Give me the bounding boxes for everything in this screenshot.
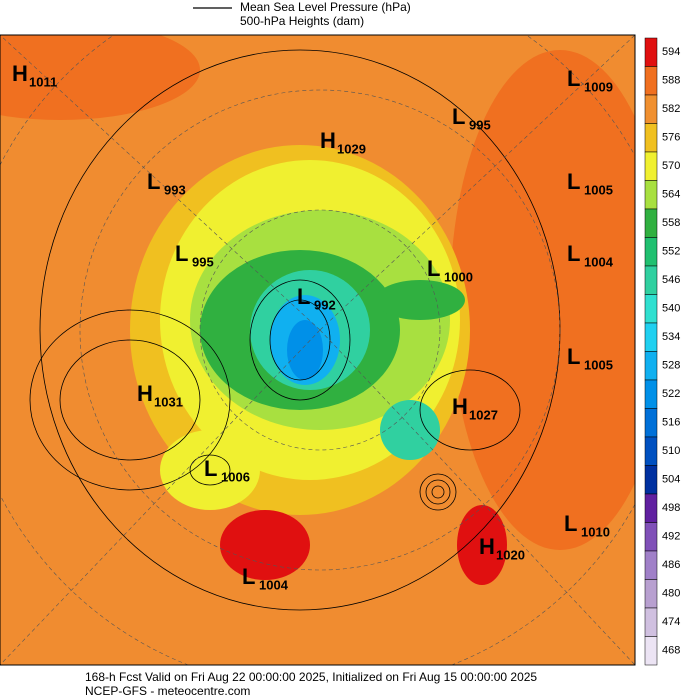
footer-text: NCEP-GFS - meteocentre.com [85,684,250,698]
colorbar-swatch [644,579,658,609]
center-letter: H [479,534,495,559]
colorbar-swatch [644,123,658,153]
colorbar-label: 522 [662,388,680,400]
center-value: 1004 [584,254,614,269]
center-value: 1005 [584,182,613,197]
colorbar-label: 498 [662,502,680,514]
colorbar-label: 480 [662,588,680,600]
colorbar-label: 552 [662,246,680,258]
center-value: 995 [469,117,491,132]
center-value: 1005 [584,357,613,372]
colorbar-label: 534 [662,331,680,343]
center-value: 993 [164,182,186,197]
colorbar-label: 582 [662,103,680,115]
colorbar-label: 510 [662,445,680,457]
center-letter: L [567,66,580,91]
colorbar-label: 558 [662,217,680,229]
colorbar-swatch [644,265,658,295]
center-letter: L [564,511,577,536]
colorbar-swatch [644,322,658,352]
center-value: 1000 [444,269,473,284]
colorbar-label: 594 [662,46,680,58]
colorbar-swatch [644,180,658,210]
colorbar-swatch [644,151,658,181]
colorbar-swatch [644,465,658,495]
colorbar-label: 540 [662,303,680,315]
center-letter: L [204,456,217,481]
center-value: 1031 [154,394,183,409]
colorbar-swatch [644,66,658,96]
center-value: 992 [314,297,336,312]
center-value: 1020 [496,547,525,562]
center-value: 1011 [29,74,57,89]
colorbar-swatch [644,493,658,523]
colorbar-swatch [644,37,658,67]
center-value: 1010 [581,524,610,539]
colorbar-swatch [644,636,658,666]
colorbar-label: 486 [662,559,680,571]
colorbar-swatch [644,607,658,637]
center-letter: L [242,564,255,589]
colorbar-swatch [644,522,658,552]
center-letter: L [297,284,310,309]
center-value: 1006 [221,469,250,484]
colorbar-swatch [644,208,658,238]
colorbar-label: 492 [662,531,680,543]
center-letter: L [147,169,160,194]
colorbar-label: 564 [662,189,680,201]
footer-text: 168-h Fcst Valid on Fri Aug 22 00:00:00 … [85,670,537,684]
colorbar-label: 474 [662,616,680,628]
colorbar-label: 504 [662,474,680,486]
colorbar-swatch [644,237,658,267]
colorbar-swatch [644,408,658,438]
colorbar-label: 570 [662,160,680,172]
colorbar-label: 528 [662,360,680,372]
center-letter: H [320,128,336,153]
colorbar-swatch [644,550,658,580]
center-letter: L [567,169,580,194]
legend-text: 500-hPa Heights (dam) [240,14,364,28]
center-letter: H [452,394,468,419]
colorbar-label: 576 [662,132,680,144]
colorbar-label: 546 [662,274,680,286]
center-value: 1029 [337,141,366,156]
colorbar-label: 516 [662,417,680,429]
center-letter: L [427,256,440,281]
colorbar-swatch [644,94,658,124]
colorbar-swatch [644,436,658,466]
center-letter: L [175,241,188,266]
center-value: 1004 [259,577,289,592]
center-letter: L [567,344,580,369]
legend-text: Mean Sea Level Pressure (hPa) [240,0,411,14]
center-letter: L [567,241,580,266]
colorbar-swatch [644,379,658,409]
colorbar-swatch [644,294,658,324]
center-letter: L [452,104,465,129]
center-letter: H [137,381,153,406]
center-value: 1027 [469,407,498,422]
colorbar-label: 588 [662,75,680,87]
center-letter: H [12,61,28,86]
colorbar-swatch [644,351,658,381]
colorbar-label: 468 [662,645,680,657]
center-value: 995 [192,254,214,269]
center-value: 1009 [584,79,613,94]
